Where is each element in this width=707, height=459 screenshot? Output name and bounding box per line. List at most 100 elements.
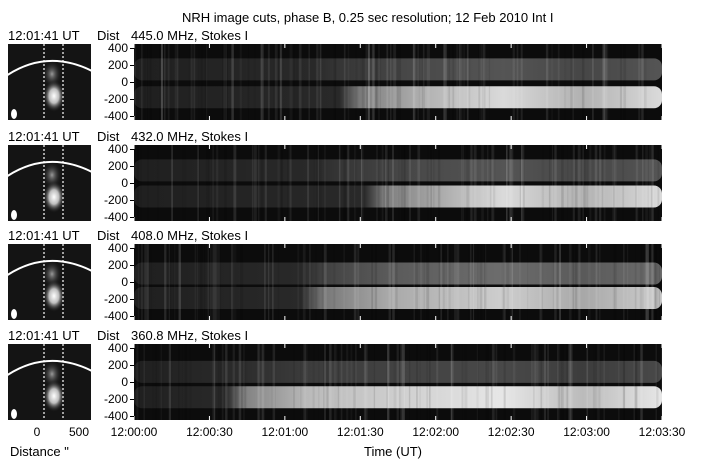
solar-limb-arc: [8, 161, 91, 177]
panel-timestamp: 12:01:41 UT: [8, 28, 80, 43]
striation-texture: [623, 344, 625, 420]
striation-texture: [635, 145, 637, 221]
striation-texture: [658, 244, 660, 320]
striation-texture: [451, 344, 452, 420]
striation-texture: [519, 244, 521, 320]
striation-texture: [603, 44, 605, 120]
y-tick-mark: [130, 115, 134, 117]
striation-texture: [657, 145, 660, 221]
striation-texture: [134, 44, 137, 120]
striation-texture: [485, 344, 487, 420]
striation-texture: [277, 244, 280, 320]
striation-texture: [274, 44, 278, 120]
striation-texture: [619, 44, 623, 120]
striation-texture: [558, 344, 562, 420]
striation-texture: [174, 244, 176, 320]
striation-texture: [438, 244, 440, 320]
striation-texture: [436, 344, 439, 420]
striation-texture: [412, 44, 416, 120]
striation-texture: [279, 145, 283, 221]
striation-texture: [223, 44, 225, 120]
striation-texture: [365, 44, 369, 120]
striation-texture: [618, 344, 620, 420]
striation-texture: [316, 44, 319, 120]
x-tick-label: 12:03:30: [639, 425, 686, 439]
striation-texture: [447, 244, 449, 320]
striation-texture: [433, 145, 435, 221]
striation-texture: [293, 344, 295, 420]
striation-texture: [468, 145, 470, 221]
striation-texture: [403, 145, 405, 221]
striation-texture: [503, 244, 506, 320]
heatmap-svg: [134, 344, 662, 420]
y-tick-mark: [130, 166, 134, 168]
striation-texture: [400, 344, 403, 420]
striation-texture: [440, 244, 442, 320]
striation-texture: [227, 44, 229, 120]
heatmap-panel: [134, 44, 662, 120]
striation-texture: [479, 244, 482, 320]
panel-frequency-label: 408.0 MHz, Stokes I: [131, 228, 249, 243]
striation-texture: [577, 145, 581, 221]
striation-texture: [333, 44, 337, 120]
striation-texture: [160, 344, 162, 420]
beam-ellipse: [11, 309, 17, 319]
striation-texture: [216, 145, 219, 221]
striation-texture: [143, 344, 145, 420]
striation-texture: [420, 244, 422, 320]
striation-texture: [472, 244, 475, 320]
striation-texture: [196, 244, 198, 320]
striation-texture: [557, 344, 560, 420]
striation-texture: [393, 244, 395, 320]
striation-texture: [484, 244, 487, 320]
striation-texture: [503, 344, 506, 420]
striation-texture: [376, 44, 379, 120]
striation-texture: [461, 145, 463, 221]
striation-texture: [164, 244, 166, 320]
thumb-tick-label: 0: [34, 425, 41, 439]
striation-texture: [506, 145, 507, 221]
striation-texture: [503, 244, 506, 320]
striation-texture: [205, 44, 208, 120]
striation-texture: [594, 145, 598, 221]
striation-texture: [598, 344, 601, 420]
striation-texture: [466, 44, 469, 120]
striation-texture: [623, 244, 625, 320]
striation-texture: [416, 344, 418, 420]
y-tick-label: 400: [107, 41, 128, 56]
striation-texture: [365, 344, 368, 420]
striation-texture: [154, 344, 156, 420]
striation-texture: [144, 44, 146, 120]
striation-texture: [354, 244, 356, 320]
striation-texture: [512, 44, 515, 120]
striation-texture: [547, 344, 549, 420]
y-tick-mark: [130, 199, 134, 201]
striation-texture: [445, 44, 447, 120]
striation-texture: [194, 244, 197, 320]
y-tick-mark: [130, 348, 134, 350]
striation-texture: [649, 145, 653, 221]
striation-texture: [214, 244, 218, 320]
y-tick-label: -200: [103, 391, 128, 406]
thumb-tick-label: 500: [69, 425, 89, 439]
striation-texture: [144, 244, 146, 320]
striation-texture: [603, 344, 605, 420]
emission-band: [134, 262, 662, 285]
striation-texture: [338, 145, 341, 221]
striation-texture: [495, 344, 498, 420]
thumbnail-bright-source: [43, 181, 65, 213]
striation-texture: [654, 244, 656, 320]
striation-texture: [510, 244, 513, 320]
striation-texture: [556, 244, 559, 320]
striation-texture: [467, 244, 470, 320]
striation-texture: [388, 244, 390, 320]
striation-texture: [458, 44, 461, 120]
striation-texture: [374, 44, 378, 120]
striation-texture: [506, 244, 510, 320]
striation-texture: [588, 244, 591, 320]
striation-texture: [371, 244, 374, 320]
striation-texture: [651, 244, 654, 320]
striation-texture: [396, 344, 399, 420]
striation-texture: [386, 344, 388, 420]
striation-texture: [401, 344, 404, 420]
